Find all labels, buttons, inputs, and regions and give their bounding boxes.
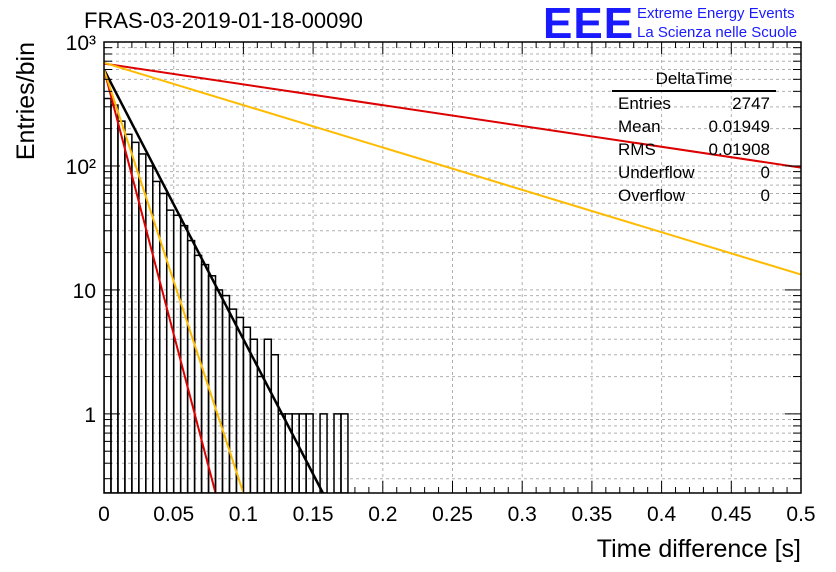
histogram-bin: [256, 375, 266, 493]
y-axis-label: Entries/bin: [12, 42, 40, 160]
fit-line-black: [104, 68, 324, 493]
x-tick-label: 0.5: [786, 503, 815, 526]
stats-value: 0: [760, 186, 770, 205]
histogram-bin: [193, 254, 203, 493]
stats-value: 0: [760, 163, 770, 182]
stats-row-entries: Entries 2747: [612, 92, 776, 115]
histogram-bin: [270, 353, 279, 493]
y-tick-label: 10: [73, 280, 96, 303]
logo-line-1: Extreme Energy Events: [637, 5, 795, 22]
x-tick-label: 0.1: [229, 503, 258, 526]
x-tick-label: 0.2: [368, 503, 397, 526]
histogram-bin: [179, 224, 189, 493]
histogram-bin: [214, 289, 224, 493]
histogram-bin: [235, 316, 245, 493]
histogram-bin: [186, 239, 196, 493]
histogram-bin: [319, 413, 328, 493]
y-tick-label: 1: [84, 404, 96, 427]
stats-box: DeltaTime Entries 2747 Mean 0.01949 RMS 0.0…: [612, 68, 776, 207]
logo-line-2: La Scienza nelle Scuole: [637, 24, 798, 41]
fit-line-yellow: [104, 69, 245, 493]
fit-line-red: [104, 69, 217, 493]
x-tick-label: 0.45: [711, 503, 752, 526]
histogram-bin: [159, 192, 168, 493]
histogram-bin: [228, 308, 238, 493]
histogram-bin: [124, 133, 133, 493]
x-tick-label: 0.25: [432, 503, 473, 526]
histogram-bin: [207, 275, 217, 493]
x-tick-label: 0.3: [508, 503, 537, 526]
stats-label: Entries: [618, 94, 671, 113]
y-tick-label: 10³: [66, 32, 96, 55]
histogram-bin: [263, 338, 273, 493]
x-axis-label: Time difference [s]: [597, 535, 801, 563]
eee-logo: EEE: [543, 0, 635, 48]
stats-label: Mean: [618, 117, 661, 136]
x-tick-label: 0.15: [293, 503, 334, 526]
x-tick-label: 0.05: [153, 503, 194, 526]
stats-value: 0.01949: [708, 117, 770, 136]
histogram-bin: [110, 104, 119, 493]
stats-label: RMS: [618, 140, 656, 159]
y-tick-label: 10²: [66, 156, 96, 179]
stats-value: 0.01908: [708, 140, 770, 159]
stats-title: DeltaTime: [612, 68, 776, 92]
fit-line-red: [104, 62, 801, 169]
histogram-bin: [340, 413, 349, 493]
stats-row-overflow: Overflow 0: [612, 184, 776, 207]
x-tick-label: 0.4: [647, 503, 677, 526]
stats-label: Overflow: [618, 186, 686, 205]
x-tick-label: 0.35: [571, 503, 612, 526]
chart-title: FRAS-03-2019-01-18-00090: [84, 8, 363, 33]
x-tick-label: 0: [98, 503, 110, 526]
stats-label: Underflow: [618, 163, 695, 182]
histogram-bin: [117, 120, 126, 493]
stats-row-rms: RMS 0.01908: [612, 138, 776, 161]
stats-value: 2747: [732, 94, 770, 113]
fit-line-yellow: [104, 61, 801, 276]
stats-row-underflow: Underflow 0: [612, 161, 776, 184]
histogram-bin: [305, 413, 314, 493]
logo-caption: Extreme Energy Events La Scienza nelle S…: [637, 4, 797, 42]
stats-row-mean: Mean 0.01949: [612, 115, 776, 138]
